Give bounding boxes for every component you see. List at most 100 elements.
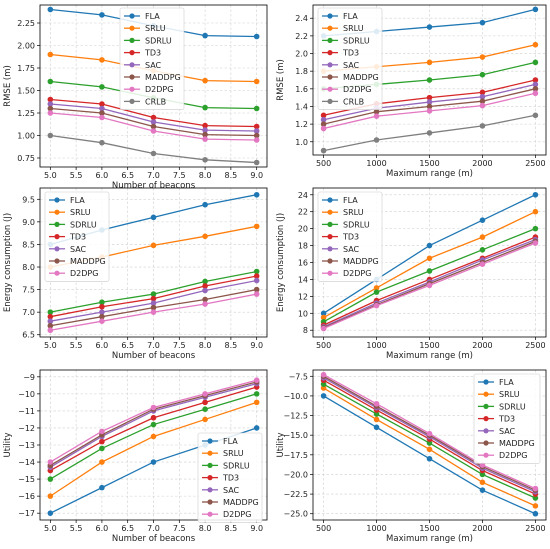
x-axis-label: Maximum range (m) — [386, 351, 473, 361]
legend-box — [44, 191, 110, 282]
legend: FLA SRLU SDRLU TD3 SAC MADDPG D2DPG CRLB — [317, 7, 383, 110]
legend-marker-td3 — [327, 234, 333, 240]
y-tick-label: −25.0 — [283, 510, 308, 519]
data-point-crlb — [532, 112, 539, 119]
data-point-sac — [47, 318, 54, 324]
data-point-fla — [373, 424, 380, 431]
data-point-srlu — [150, 433, 157, 440]
legend-marker-srlu — [54, 209, 60, 215]
data-point-sdrlu — [150, 291, 157, 297]
y-tick-label: 1.4 — [295, 102, 308, 111]
y-tick-label: 1.8 — [295, 67, 308, 76]
data-point-sdrlu — [479, 247, 486, 253]
x-tick-label: 2000 — [472, 159, 492, 168]
x-tick-label: 6.0 — [96, 524, 109, 533]
y-tick-label: 1.25 — [17, 109, 35, 118]
legend-label-sac: SAC — [145, 61, 162, 70]
data-point-srlu — [202, 233, 208, 240]
legend-label-sac: SAC — [223, 486, 240, 495]
legend-marker-sdrlu — [483, 403, 489, 409]
data-point-d2dpg — [99, 114, 105, 121]
x-tick-label: 500 — [316, 341, 331, 350]
data-point-sdrlu — [479, 471, 486, 478]
data-point-fla — [202, 201, 208, 208]
x-tick-label: 8.0 — [199, 524, 212, 533]
data-point-sac — [479, 93, 486, 100]
chart-panel-5: 5.0 5.5 6.0 6.5 7.0 7.5 8.0 8.5 9.0 −17 −16 −15 −14 −… — [3, 369, 268, 544]
legend-marker-sac — [54, 246, 60, 252]
data-point-td3 — [532, 77, 539, 83]
legend-label-sac: SAC — [70, 245, 87, 254]
y-tick-label: 14 — [298, 275, 308, 284]
data-point-sac — [320, 116, 327, 123]
data-point-d2dpg — [373, 113, 380, 119]
y-tick-label: −15.0 — [283, 431, 308, 440]
data-point-sdrlu — [47, 476, 54, 482]
legend-label-sac: SAC — [499, 427, 516, 436]
data-point-srlu — [426, 59, 433, 66]
y-tick-label: 24 — [298, 191, 308, 200]
y-tick-label: 22 — [298, 208, 308, 217]
data-point-d2dpg — [99, 318, 105, 324]
legend-marker-maddpg — [327, 74, 333, 80]
data-point-srlu — [532, 503, 539, 509]
legend-marker-srlu — [207, 450, 213, 456]
data-point-maddpg — [373, 108, 380, 115]
data-point-sdrlu — [253, 391, 260, 397]
data-point-srlu — [99, 57, 105, 63]
y-tick-label: −10.0 — [283, 392, 308, 401]
data-point-d2dpg — [532, 90, 539, 97]
data-point-sdrlu — [99, 299, 105, 306]
y-tick-label: −22.5 — [283, 490, 308, 499]
legend-marker-fla — [327, 13, 333, 19]
data-point-crlb — [479, 123, 486, 129]
legend-label-srlu: SRLU — [343, 24, 364, 33]
legend: FLA SRLU SDRLU TD3 SAC MADDPG D2DPG — [473, 373, 541, 464]
data-point-td3 — [479, 89, 486, 96]
data-point-td3 — [426, 94, 433, 101]
data-point-sac — [253, 128, 260, 134]
chart-panel-3: 5.0 5.5 6.0 6.5 7.0 7.5 8.0 8.5 9.0 6.5 7.0 7.5 8.0 8… — [3, 187, 268, 361]
x-tick-label: 8.5 — [225, 341, 238, 350]
legend-marker-srlu — [327, 25, 333, 31]
data-point-fla — [99, 12, 105, 18]
y-tick-label: 16 — [298, 259, 308, 268]
legend-marker-fla — [207, 438, 213, 444]
data-point-sac — [253, 277, 260, 284]
y-tick-label: 2.4 — [295, 14, 308, 23]
x-tick-label: 5.0 — [44, 524, 57, 533]
data-point-td3 — [99, 101, 105, 107]
x-tick-label: 1500 — [419, 341, 439, 350]
y-tick-label: 9.0 — [22, 218, 35, 227]
data-point-d2dpg — [479, 261, 486, 267]
chart-panel-2: 500 1000 1500 2000 2500 1.0 1.2 1.4 1.6 1.8 2.0 2.2… — [276, 4, 547, 179]
legend-marker-maddpg — [327, 258, 333, 264]
y-tick-label: 2.25 — [17, 19, 35, 28]
data-point-crlb — [99, 139, 105, 146]
data-point-fla — [47, 510, 54, 516]
y-tick-label: 1.50 — [17, 87, 35, 96]
x-tick-label: 1500 — [419, 524, 439, 533]
legend-label-sac: SAC — [343, 245, 360, 254]
x-tick-label: 7.5 — [173, 171, 186, 180]
chart-panel-6: 500 1000 1500 2000 2500 −25.0 −22.5 −20.0 −17.5 −… — [276, 369, 547, 544]
x-tick-label: 7.5 — [173, 524, 186, 533]
y-tick-label: 2.00 — [17, 42, 35, 51]
data-point-sdrlu — [253, 268, 260, 275]
data-point-srlu — [150, 242, 157, 249]
data-point-d2dpg — [320, 125, 327, 132]
y-tick-label: 1.6 — [295, 85, 308, 94]
x-tick-label: 2000 — [472, 341, 492, 350]
data-point-maddpg — [253, 132, 260, 139]
y-axis-label: Utility — [3, 432, 13, 457]
legend-marker-fla — [327, 197, 333, 203]
data-point-fla — [150, 459, 157, 465]
legend-label-sdrlu: SDRLU — [499, 402, 526, 411]
legend-marker-srlu — [327, 209, 333, 215]
data-point-d2dpg — [426, 108, 433, 114]
legend-marker-td3 — [483, 416, 489, 422]
y-tick-label: 6.5 — [22, 331, 35, 340]
data-point-maddpg — [99, 110, 105, 116]
data-point-srlu — [426, 446, 433, 453]
data-point-sdrlu — [479, 71, 486, 78]
